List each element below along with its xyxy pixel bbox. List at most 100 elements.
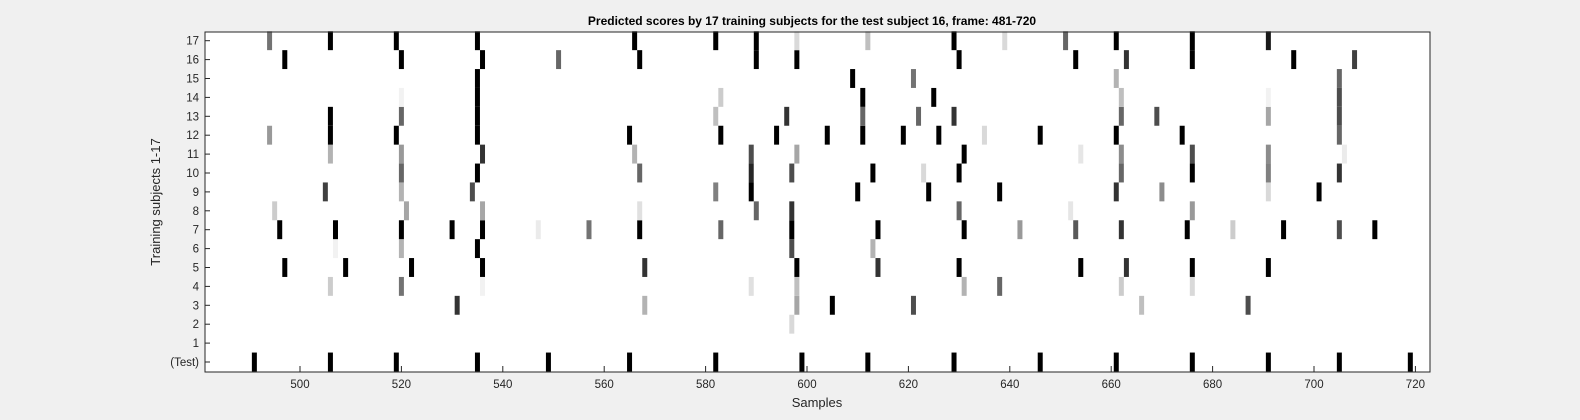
- heatmap-cell: [282, 258, 288, 277]
- heatmap-cell: [480, 276, 486, 296]
- heatmap-cell: [1118, 220, 1124, 240]
- heatmap-cell: [398, 87, 404, 107]
- heatmap-cell: [961, 220, 967, 240]
- heatmap-cell: [951, 106, 957, 126]
- heatmap-cell: [1073, 220, 1079, 240]
- heatmap-cell: [1265, 144, 1271, 164]
- heatmap-cell: [409, 258, 415, 277]
- heatmap-cell: [1316, 182, 1322, 202]
- heatmap-cell: [393, 125, 399, 145]
- heatmap-cell: [398, 239, 404, 259]
- heatmap-cell: [1265, 182, 1271, 202]
- heatmap-cell: [480, 258, 486, 277]
- heatmap-cell: [586, 220, 592, 240]
- heatmap-cell: [870, 163, 876, 183]
- heatmap-cell: [850, 69, 856, 88]
- heatmap-cell: [774, 125, 780, 145]
- heatmap-cell: [875, 220, 881, 240]
- heatmap-cell: [1139, 295, 1145, 315]
- heatmap-cell: [1352, 50, 1358, 70]
- heatmap-cell: [474, 125, 480, 145]
- heatmap-cell: [1189, 352, 1195, 372]
- heatmap-cell: [251, 352, 257, 372]
- heatmap-cell: [474, 31, 480, 51]
- heatmap-cell: [1184, 220, 1190, 240]
- heatmap-cell: [398, 163, 404, 183]
- heatmap-cell: [327, 125, 333, 145]
- heatmap-cell: [789, 314, 795, 334]
- y-tick-label: 6: [193, 244, 199, 256]
- heatmap-cell: [860, 87, 866, 107]
- heatmap-cell: [1118, 87, 1124, 107]
- heatmap-cell: [956, 163, 962, 183]
- x-axis: 500 520 540 560 580 600 620 640 660 680 700 720: [290, 366, 1425, 391]
- heatmap-cell: [398, 220, 404, 240]
- heatmap-cell: [1336, 87, 1342, 107]
- heatmap-cell: [1123, 50, 1129, 70]
- heatmap-cell: [713, 352, 719, 372]
- y-tick-label: 15: [186, 74, 199, 86]
- x-tick-label: 680: [1203, 379, 1222, 391]
- heatmap-cell: [981, 125, 987, 145]
- heatmap-cell: [277, 220, 283, 240]
- heatmap-cell: [398, 106, 404, 126]
- heatmap-cell: [1078, 258, 1084, 277]
- heatmap-cell: [632, 31, 638, 51]
- heatmap-cell: [1265, 106, 1271, 126]
- y-tick-label: 5: [193, 263, 199, 275]
- heatmap-cell: [1118, 144, 1124, 164]
- heatmap-cell: [398, 144, 404, 164]
- heatmap-cell: [267, 31, 273, 51]
- heatmap-cell: [916, 106, 922, 126]
- y-tick-label: 13: [186, 111, 199, 123]
- heatmap-cell: [748, 182, 754, 202]
- y-tick-label: 11: [187, 149, 199, 161]
- heatmap-cell: [951, 352, 957, 372]
- heatmap-cell: [322, 182, 328, 202]
- heatmap-cell: [1336, 352, 1342, 372]
- heatmap-cell: [1281, 220, 1287, 240]
- heatmap-cell: [327, 352, 333, 372]
- heatmap-cell: [860, 106, 866, 126]
- marks-layer: [251, 31, 1413, 372]
- heatmap-cell: [1336, 106, 1342, 126]
- heatmap-cell: [1336, 163, 1342, 183]
- heatmap-cell: [748, 163, 754, 183]
- heatmap-cell: [1336, 125, 1342, 145]
- heatmap-cell: [327, 144, 333, 164]
- heatmap-cell: [332, 239, 338, 259]
- heatmap-cell: [627, 125, 633, 145]
- y-axis-label: Training subjects 1-17: [148, 138, 163, 265]
- heatmap-cell: [1078, 144, 1084, 164]
- heatmap-cell: [474, 163, 480, 183]
- heatmap-cell: [1113, 31, 1119, 51]
- x-tick-label: 660: [1102, 379, 1121, 391]
- y-tick-label: 7: [193, 225, 199, 237]
- heatmap-cell: [1159, 182, 1165, 202]
- heatmap-cell: [789, 220, 795, 240]
- heatmap-cell: [718, 87, 724, 107]
- x-tick-label: 520: [392, 379, 411, 391]
- heatmap-cell: [627, 352, 633, 372]
- x-tick-label: 720: [1406, 379, 1425, 391]
- heatmap-cell: [1189, 276, 1195, 296]
- heatmap-cell: [718, 220, 724, 240]
- heatmap-cell: [1189, 163, 1195, 183]
- heatmap-cell: [1154, 106, 1160, 126]
- heatmap-cell: [753, 31, 759, 51]
- heatmap-cell: [327, 31, 333, 51]
- x-tick-label: 500: [290, 379, 309, 391]
- y-tick-label: 12: [186, 130, 199, 142]
- heatmap-cell: [1113, 182, 1119, 202]
- heatmap-cell: [718, 125, 724, 145]
- y-tick-label: 1: [193, 338, 199, 350]
- y-tick-label: 17: [186, 36, 199, 48]
- heatmap-cell: [748, 276, 754, 296]
- heatmap-cell: [1230, 220, 1236, 240]
- heatmap-cell: [642, 295, 648, 315]
- heatmap-cell: [327, 106, 333, 126]
- heatmap-cell: [1037, 125, 1043, 145]
- heatmap-cell: [1265, 163, 1271, 183]
